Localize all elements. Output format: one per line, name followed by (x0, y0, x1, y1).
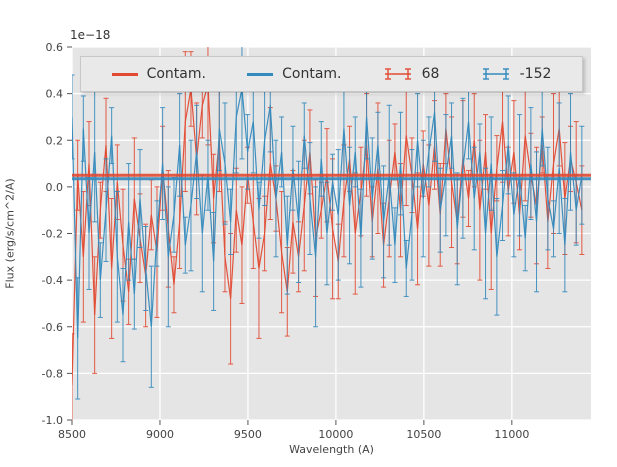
y-tick-label: -1.0 (42, 414, 63, 427)
legend-errorbar-swatch (482, 68, 509, 80)
legend-item-label: -152 (519, 66, 552, 82)
y-tick-label: 0.0 (46, 181, 64, 194)
legend-line-swatch (247, 72, 274, 76)
x-tick-label: 10000 (318, 428, 353, 441)
y-tick-label: -0.4 (42, 274, 63, 287)
x-tick-label: 10500 (406, 428, 441, 441)
x-axis-label: Wavelength (A) (289, 443, 374, 456)
y-tick-label: 0.4 (46, 88, 64, 101)
axis-offset-text: 1e−18 (70, 28, 111, 42)
y-tick-label: -0.2 (42, 228, 63, 241)
legend-item: Contam. (247, 66, 341, 82)
legend-item: 68 (383, 66, 440, 82)
x-tick-label: 9500 (234, 428, 262, 441)
legend-item-label: Contam. (146, 66, 206, 82)
y-tick-label: -0.8 (42, 367, 63, 380)
legend: Contam. Contam. 68 -152 (80, 56, 583, 92)
legend-item-label: 68 (421, 66, 440, 82)
series-line--152 (72, 88, 583, 339)
x-tick-label: 8500 (58, 428, 86, 441)
x-tick-label: 9000 (146, 428, 174, 441)
legend-item-label: Contam. (282, 66, 342, 82)
y-tick-label: 0.6 (46, 41, 64, 54)
legend-item: -152 (481, 66, 552, 82)
data-layer (72, 47, 591, 420)
x-tick-label: 11000 (494, 428, 529, 441)
legend-line-swatch (111, 72, 138, 76)
legend-item: Contam. (111, 66, 206, 82)
y-tick-label: -0.6 (42, 321, 63, 334)
y-tick-label: 0.2 (46, 134, 64, 147)
legend-errorbar-swatch (384, 68, 411, 80)
y-axis-label: Flux (erg/s/cm^2/A) (3, 178, 17, 289)
